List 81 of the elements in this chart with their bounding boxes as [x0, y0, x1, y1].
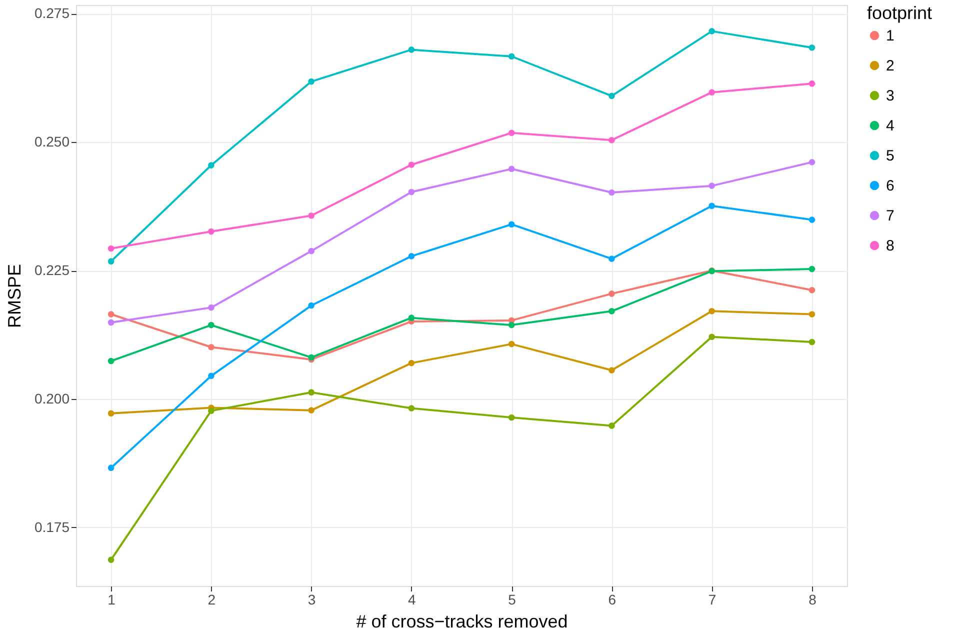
point	[808, 286, 816, 294]
x-tick-label: 3	[308, 592, 316, 608]
x-tick-label: 2	[208, 592, 216, 608]
point	[108, 410, 114, 417]
point	[708, 308, 715, 314]
point	[208, 322, 214, 328]
y-tick-label: 0.175	[34, 518, 70, 535]
x-tick-label: 5	[508, 592, 516, 608]
point	[308, 302, 314, 309]
point	[108, 245, 114, 252]
point	[808, 216, 816, 223]
point	[108, 464, 114, 472]
point	[308, 389, 314, 396]
point	[308, 248, 314, 254]
point	[408, 162, 415, 168]
point	[508, 340, 515, 348]
point	[508, 322, 515, 328]
legend-label: 6	[886, 178, 894, 194]
point	[108, 311, 114, 318]
point	[408, 360, 415, 366]
point	[408, 253, 415, 260]
y-tick-label: 0.250	[34, 134, 70, 150]
point	[808, 311, 816, 318]
point	[208, 304, 214, 311]
point	[708, 334, 715, 340]
point	[108, 258, 114, 264]
point	[608, 256, 615, 262]
legend-title: footprint	[867, 3, 932, 23]
point	[408, 314, 415, 321]
point	[208, 228, 214, 235]
y-tick-label: 0.275	[34, 5, 70, 22]
legend-label: 3	[886, 88, 894, 104]
legend-label: 7	[886, 208, 894, 224]
x-axis-title: # of cross−tracks removed	[356, 612, 568, 632]
point	[108, 358, 114, 364]
point	[408, 46, 415, 53]
point	[808, 266, 816, 272]
point	[708, 28, 715, 34]
point	[708, 182, 715, 189]
point	[608, 136, 615, 144]
point	[308, 212, 314, 219]
point	[408, 188, 415, 196]
point	[508, 166, 515, 172]
legend-label: 5	[886, 148, 894, 164]
point	[108, 556, 114, 563]
y-tick-label: 0.200	[34, 390, 70, 407]
y-axis-title: RMSPE	[4, 264, 24, 328]
point	[608, 92, 615, 100]
point	[308, 407, 314, 414]
x-tick-label: 7	[708, 592, 716, 608]
point	[208, 344, 214, 350]
x-tick-label: 8	[808, 592, 817, 608]
point	[508, 221, 515, 228]
point	[508, 53, 515, 60]
legend-label: 1	[886, 28, 894, 44]
point	[508, 414, 515, 421]
point	[808, 44, 816, 51]
x-tick-label: 1	[108, 592, 116, 608]
legend-label: 2	[886, 58, 894, 74]
point	[708, 89, 715, 96]
point	[208, 408, 214, 414]
point	[108, 319, 114, 326]
point	[608, 290, 615, 297]
point	[608, 422, 615, 429]
x-tick-label: 6	[608, 592, 616, 608]
point	[808, 338, 816, 346]
point	[208, 372, 214, 380]
point	[808, 159, 816, 166]
x-tick-label: 4	[408, 592, 416, 608]
y-tick-label: 0.225	[34, 262, 70, 278]
legend-label: 8	[886, 238, 894, 254]
point	[308, 78, 314, 85]
point	[708, 202, 715, 210]
point	[408, 405, 415, 412]
point	[608, 308, 615, 314]
point	[608, 189, 615, 196]
point	[608, 367, 615, 374]
legend-label: 4	[886, 118, 894, 134]
point	[208, 162, 214, 168]
point	[808, 80, 816, 87]
point	[508, 130, 515, 136]
